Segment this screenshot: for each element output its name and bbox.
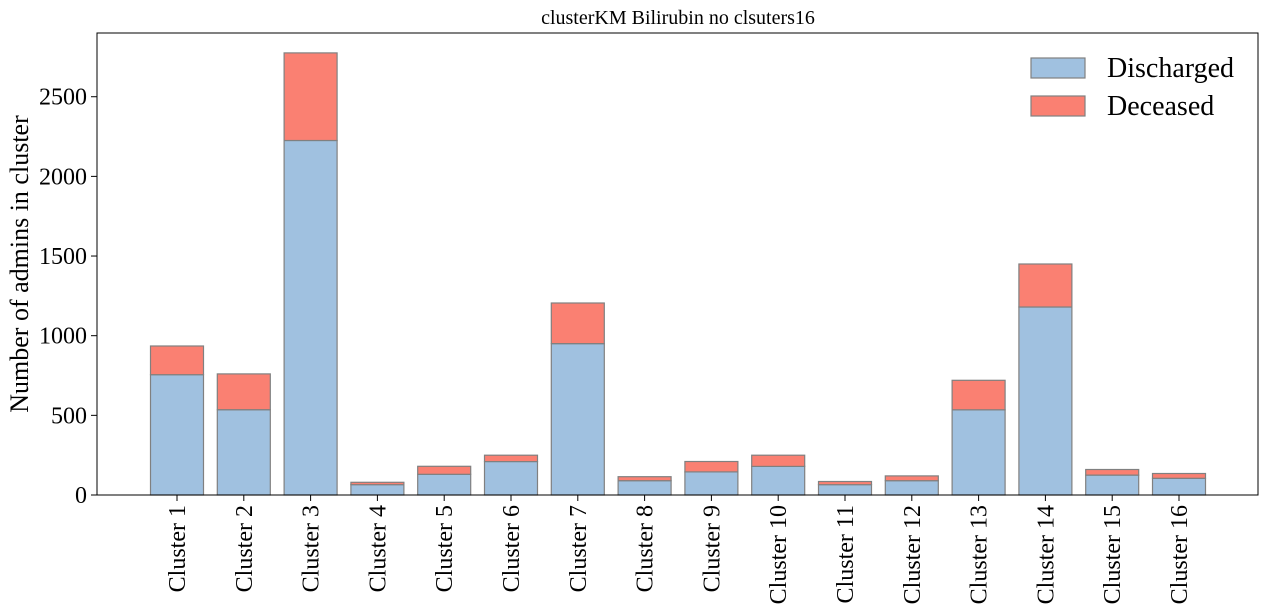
bar-deceased-13 xyxy=(951,379,1006,411)
bar-deceased-7 xyxy=(550,302,605,345)
x-tick-label: Cluster 13 xyxy=(967,505,993,604)
y-tick-label: 2500 xyxy=(39,85,87,111)
bar-discharged-9 xyxy=(684,471,739,496)
x-tick-label: Cluster 15 xyxy=(1100,505,1126,604)
x-tick-label: Cluster 10 xyxy=(766,505,792,604)
x-tick-label: Cluster 14 xyxy=(1033,505,1059,604)
bar-deceased-6 xyxy=(483,454,539,463)
bar-discharged-3 xyxy=(283,139,338,496)
axes-group: 0 500 1000 1500 2000 2500 Cluster 1 Cluster 2 Cl… xyxy=(39,32,1259,604)
y-tick-label: 500 xyxy=(51,403,87,429)
x-tick-label: Cluster 1 xyxy=(165,505,191,592)
x-tick-label: Cluster 11 xyxy=(833,505,859,603)
bar-discharged-16 xyxy=(1151,477,1207,496)
bar-deceased-4 xyxy=(350,481,405,486)
plot-frame xyxy=(96,32,1259,496)
y-tick-label: 1500 xyxy=(39,244,87,270)
bar-deceased-15 xyxy=(1085,468,1140,476)
bar-deceased-11 xyxy=(817,480,873,486)
y-tick-label: 0 xyxy=(75,483,87,509)
legend: Discharged Deceased xyxy=(1030,53,1234,122)
bar-deceased-16 xyxy=(1151,472,1207,479)
x-tick-label: Cluster 2 xyxy=(232,505,258,592)
y-axis-label: Number of admins in cluster xyxy=(5,115,34,413)
x-tick-label: Cluster 4 xyxy=(365,505,391,592)
bars-group xyxy=(149,52,1207,496)
bar-deceased-12 xyxy=(884,475,939,482)
bar-discharged-13 xyxy=(951,409,1006,496)
legend-label-deceased: Deceased xyxy=(1107,91,1214,122)
bar-discharged-2 xyxy=(216,409,271,496)
bar-deceased-9 xyxy=(684,460,739,473)
bar-deceased-8 xyxy=(617,476,672,482)
bar-deceased-5 xyxy=(417,465,472,475)
legend-swatch-discharged xyxy=(1030,57,1086,79)
legend-swatch-deceased xyxy=(1030,95,1086,117)
bar-discharged-10 xyxy=(751,465,806,496)
x-tick-label: Cluster 16 xyxy=(1167,505,1193,604)
bar-discharged-11 xyxy=(817,484,873,496)
bar-deceased-14 xyxy=(1018,263,1073,308)
y-tick-label: 2000 xyxy=(39,164,87,190)
x-tick-label: Cluster 5 xyxy=(432,505,458,592)
bar-discharged-15 xyxy=(1085,474,1140,496)
bar-deceased-1 xyxy=(149,345,205,376)
chart-title: clusterKM Bilirubin no clsuters16 xyxy=(541,7,815,29)
bar-deceased-3 xyxy=(283,52,338,142)
bar-discharged-14 xyxy=(1018,306,1073,496)
bar-discharged-1 xyxy=(149,374,205,496)
x-tick-label: Cluster 6 xyxy=(499,505,525,592)
legend-label-discharged: Discharged xyxy=(1107,53,1234,84)
bar-discharged-5 xyxy=(417,473,472,496)
bar-discharged-4 xyxy=(350,484,405,496)
x-tick-label: Cluster 12 xyxy=(900,505,926,604)
bar-deceased-2 xyxy=(216,373,271,411)
x-tick-label: Cluster 3 xyxy=(299,505,325,592)
bar-discharged-7 xyxy=(550,343,605,496)
y-tick-label: 1000 xyxy=(39,324,87,350)
x-tick-label: Cluster 7 xyxy=(566,505,592,592)
bar-deceased-10 xyxy=(751,454,806,468)
x-tick-label: Cluster 9 xyxy=(699,505,725,592)
x-tick-label: Cluster 8 xyxy=(633,505,659,592)
bar-discharged-6 xyxy=(483,460,539,496)
bar-discharged-8 xyxy=(617,480,672,496)
bar-discharged-12 xyxy=(884,480,939,496)
